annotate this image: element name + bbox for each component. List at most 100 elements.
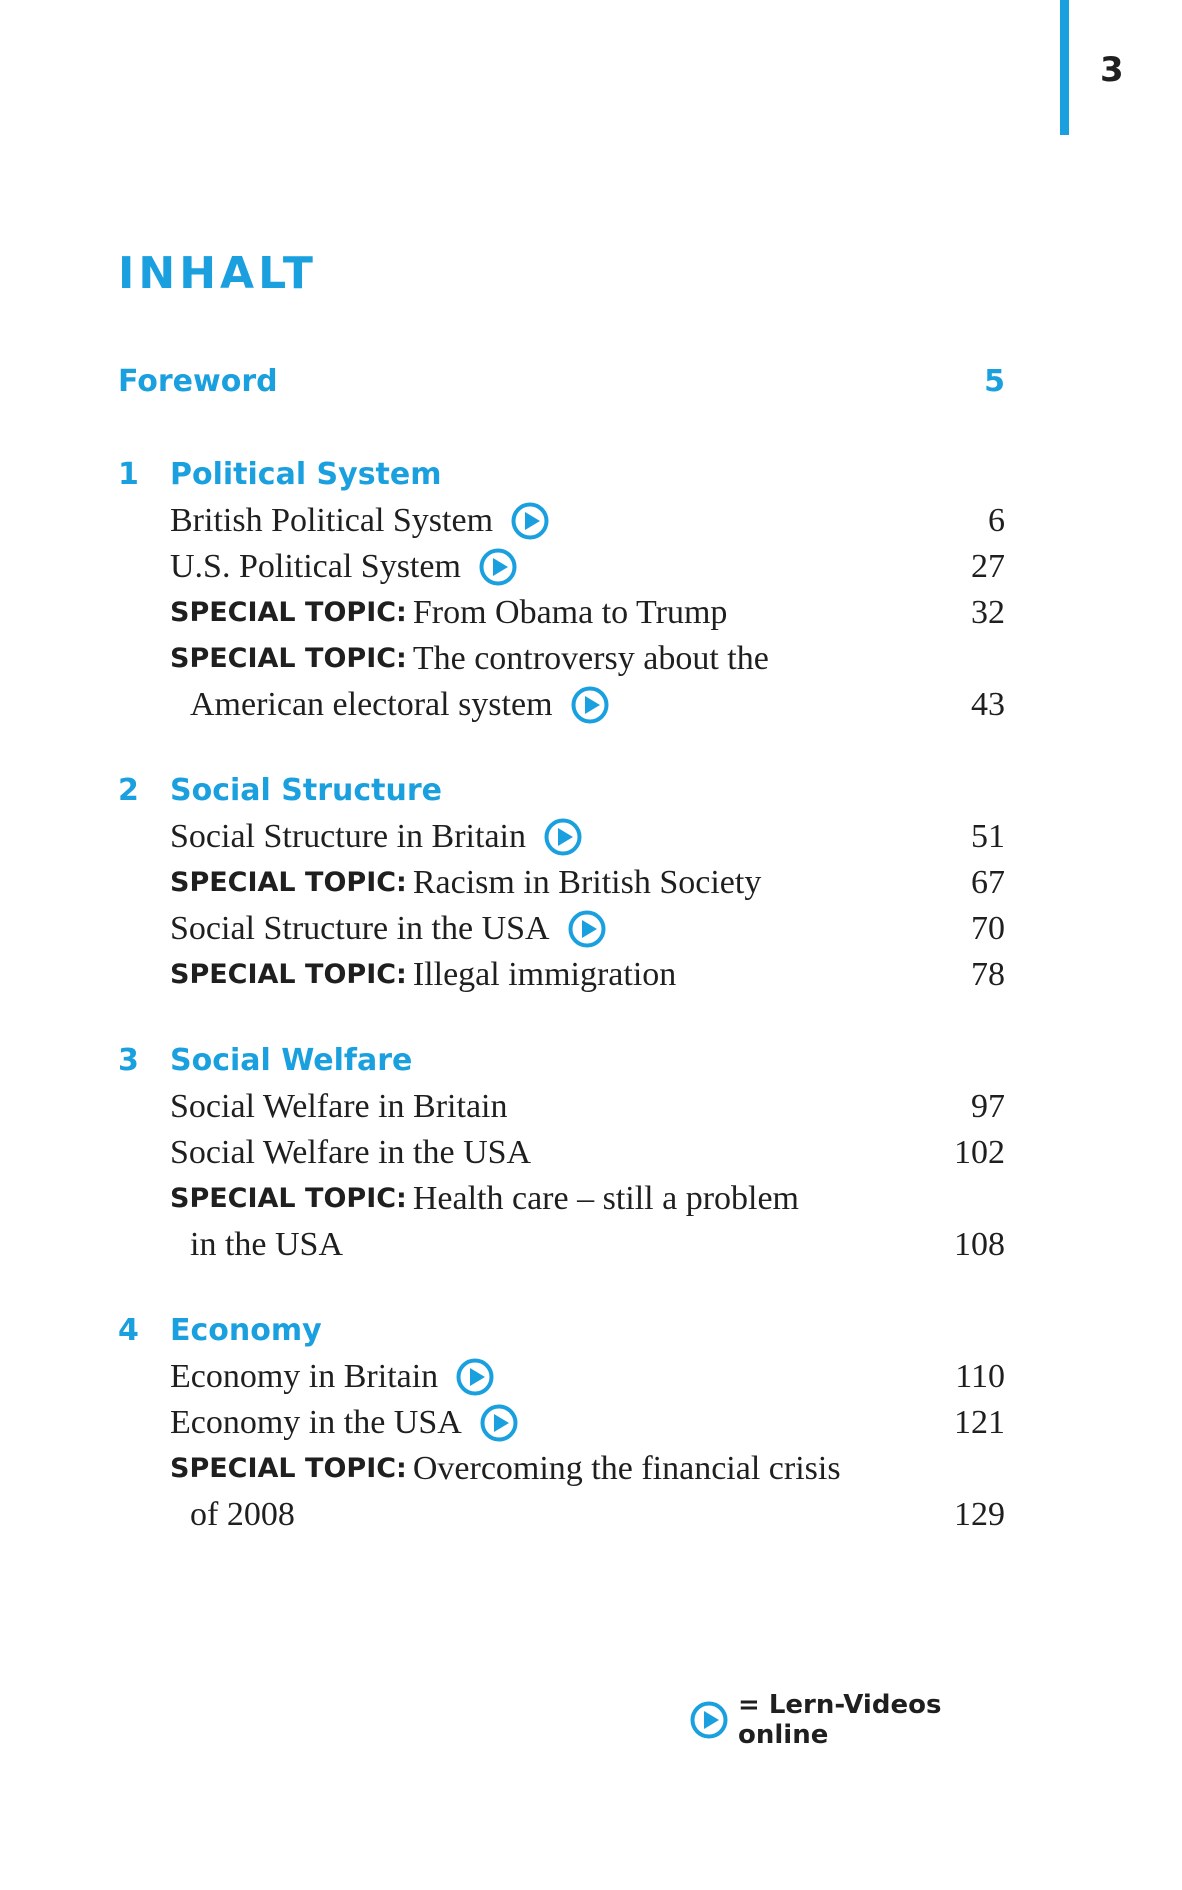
toc-entry[interactable]: Social Welfare in the USA 102: [118, 1130, 1005, 1176]
toc-entry[interactable]: Social Welfare in Britain 97: [118, 1084, 1005, 1130]
special-topic-label: SPECIAL TOPIC:: [170, 959, 407, 990]
toc-entry[interactable]: SPECIAL TOPIC: The controversy about the: [118, 636, 1005, 682]
entry-page-number: 6: [988, 502, 1005, 539]
entry-text: SPECIAL TOPIC: From Obama to Trump: [170, 590, 727, 636]
play-circle-icon[interactable]: [479, 548, 517, 586]
entry-page-number: 121: [954, 1404, 1005, 1441]
video-legend: = Lern-Videos online: [690, 1690, 1005, 1750]
entry-title: Economy in the USA: [170, 1404, 462, 1441]
entry-page-number: 27: [971, 548, 1005, 585]
entry-title: Social Welfare in the USA: [170, 1134, 532, 1171]
entry-title: Social Welfare in Britain: [170, 1088, 508, 1125]
play-circle-icon[interactable]: [511, 502, 549, 540]
page-number: 3: [1100, 50, 1124, 90]
entry-title: Social Structure in Britain: [170, 818, 526, 855]
toc-entry-continuation[interactable]: in the USA 108: [118, 1222, 1005, 1268]
chapter-heading[interactable]: 4 Economy: [118, 1308, 1005, 1354]
chapter-section: 2 Social Structure Social Structure in Bri…: [118, 768, 1005, 998]
entry-title: British Political System: [170, 502, 494, 539]
entry-title: Overcoming the financial crisis: [412, 1450, 841, 1487]
entry-title: U.S. Political System: [170, 548, 461, 585]
page-edge-bar: [1060, 0, 1069, 135]
entry-page-number: 110: [955, 1358, 1005, 1395]
toc-entry[interactable]: SPECIAL TOPIC: Health care – still a prob…: [118, 1176, 1005, 1222]
foreword-label: Foreword: [118, 364, 278, 399]
page-title: INHALT: [118, 248, 317, 299]
entry-text: SPECIAL TOPIC: Health care – still a prob…: [170, 1176, 799, 1222]
entry-text: of 2008: [170, 1492, 295, 1538]
entry-page-number: 108: [954, 1226, 1005, 1263]
entry-text: SPECIAL TOPIC: Illegal immigration: [170, 952, 676, 998]
entry-page-number: 78: [971, 956, 1005, 993]
play-circle-icon[interactable]: [480, 1404, 518, 1442]
play-circle-icon[interactable]: [544, 818, 582, 856]
foreword-page: 5: [984, 364, 1005, 399]
toc-entry[interactable]: SPECIAL TOPIC: Illegal immigration 78: [118, 952, 1005, 998]
toc-entry[interactable]: SPECIAL TOPIC: Racism in British Society 6…: [118, 860, 1005, 906]
chapter-title: Social Welfare: [170, 1043, 413, 1078]
entry-page-number: 51: [971, 818, 1005, 855]
entry-text: American electoral system: [170, 682, 609, 728]
chapter-heading[interactable]: 3 Social Welfare: [118, 1038, 1005, 1084]
toc-entry[interactable]: British Political System 6: [118, 498, 1005, 544]
toc-entry[interactable]: Economy in the USA 121: [118, 1400, 1005, 1446]
toc-entry[interactable]: U.S. Political System 27: [118, 544, 1005, 590]
entry-title-continued: in the USA: [190, 1226, 343, 1263]
entry-page-number: 97: [971, 1088, 1005, 1125]
play-circle-icon[interactable]: [456, 1358, 494, 1396]
entry-title: From Obama to Trump: [412, 594, 728, 631]
chapter-heading[interactable]: 2 Social Structure: [118, 768, 1005, 814]
entry-text: SPECIAL TOPIC: Racism in British Society: [170, 860, 761, 906]
special-topic-label: SPECIAL TOPIC:: [170, 1183, 407, 1214]
chapter-title: Economy: [170, 1313, 322, 1348]
play-circle-icon[interactable]: [571, 686, 609, 724]
toc-entry-foreword[interactable]: Foreword 5: [118, 362, 1005, 402]
entry-text: in the USA: [170, 1222, 343, 1268]
chapter-list: 1 Political System British Political Syste…: [118, 452, 1005, 1538]
entry-title: Social Structure in the USA: [170, 910, 550, 947]
chapter-title: Political System: [170, 457, 442, 492]
chapter-title: Social Structure: [170, 773, 442, 808]
play-circle-icon[interactable]: [568, 910, 606, 948]
toc-entry-continuation[interactable]: of 2008 129: [118, 1492, 1005, 1538]
toc-entry[interactable]: SPECIAL TOPIC: Overcoming the financial c…: [118, 1446, 1005, 1492]
play-circle-icon: [690, 1701, 728, 1739]
entry-page-number: 70: [971, 910, 1005, 947]
chapter-heading[interactable]: 1 Political System: [118, 452, 1005, 498]
chapter-section: 1 Political System British Political Syste…: [118, 452, 1005, 728]
entry-text: Social Structure in the USA: [170, 906, 606, 952]
entry-title: Racism in British Society: [412, 864, 762, 901]
entry-page-number: 32: [971, 594, 1005, 631]
entry-page-number: 67: [971, 864, 1005, 901]
toc-entry[interactable]: Social Structure in the USA 70: [118, 906, 1005, 952]
entry-text: Social Welfare in the USA: [170, 1130, 531, 1176]
entry-title-continued: of 2008: [190, 1496, 295, 1533]
toc-entry[interactable]: SPECIAL TOPIC: From Obama to Trump 32: [118, 590, 1005, 636]
entry-text: U.S. Political System: [170, 544, 517, 590]
entry-page-number: 129: [954, 1496, 1005, 1533]
table-of-contents: INHALT Foreword 5 1 Political System Briti…: [118, 248, 1005, 1578]
entry-title: Economy in Britain: [170, 1358, 439, 1395]
chapter-number: 2: [118, 773, 139, 808]
entry-page-number: 43: [971, 686, 1005, 723]
special-topic-label: SPECIAL TOPIC:: [170, 867, 407, 898]
entry-title: Health care – still a problem: [412, 1180, 799, 1217]
entry-text: Economy in Britain: [170, 1354, 494, 1400]
special-topic-label: SPECIAL TOPIC:: [170, 597, 407, 628]
entry-title-continued: American electoral system: [190, 686, 553, 723]
entry-page-number: 102: [954, 1134, 1005, 1171]
entry-text: Economy in the USA: [170, 1400, 518, 1446]
chapter-number: 4: [118, 1313, 139, 1348]
chapter-section: 3 Social Welfare Social Welfare in Britain…: [118, 1038, 1005, 1268]
chapter-number: 3: [118, 1043, 139, 1078]
legend-text: = Lern-Videos online: [738, 1690, 942, 1750]
special-topic-label: SPECIAL TOPIC:: [170, 1453, 407, 1484]
toc-entry[interactable]: Social Structure in Britain 51: [118, 814, 1005, 860]
toc-entry-continuation[interactable]: American electoral system 43: [118, 682, 1005, 728]
toc-entry[interactable]: Economy in Britain 110: [118, 1354, 1005, 1400]
entry-title: Illegal immigration: [412, 956, 677, 993]
entry-title: The controversy about the: [412, 640, 769, 677]
entry-text: Social Welfare in Britain: [170, 1084, 507, 1130]
entry-text: SPECIAL TOPIC: The controversy about the: [170, 636, 769, 682]
entry-text: British Political System: [170, 498, 549, 544]
